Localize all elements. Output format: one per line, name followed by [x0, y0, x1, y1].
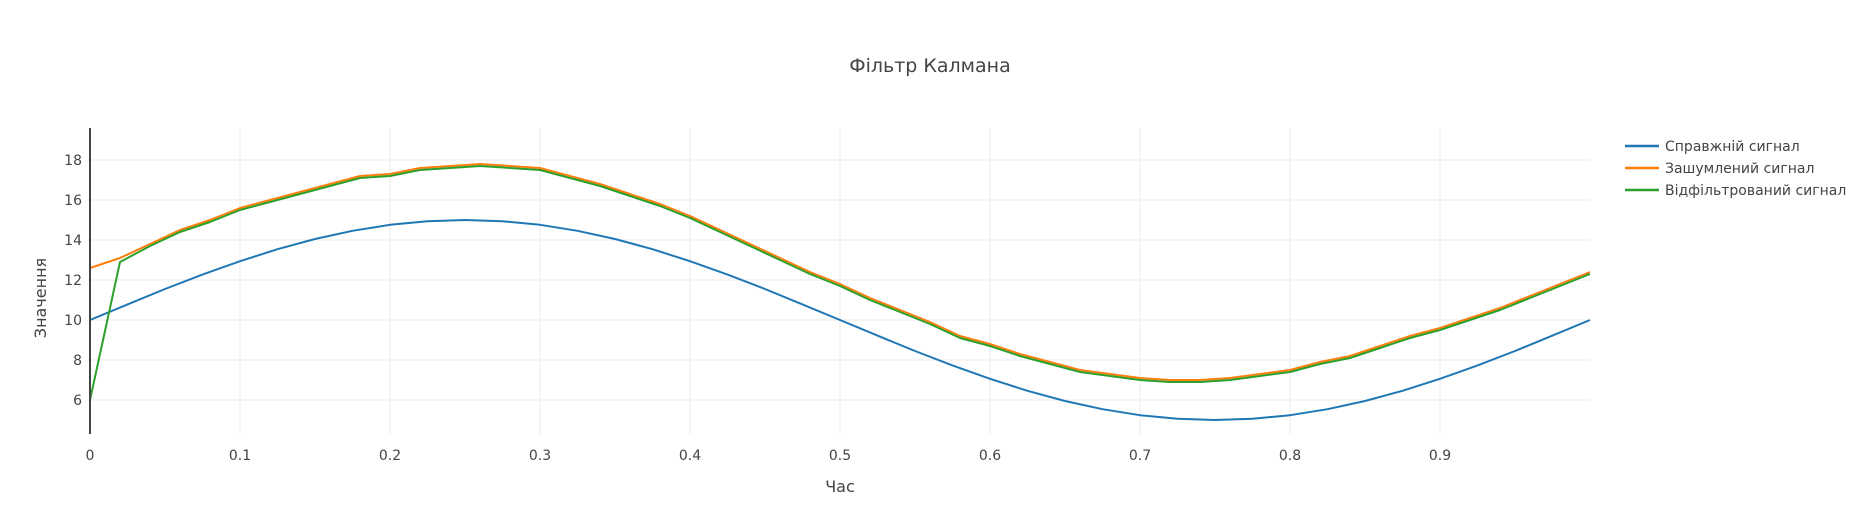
x-tick-label: 0.9: [1429, 448, 1451, 464]
legend-label: Відфільтрований сигнал: [1665, 183, 1846, 199]
y-axis-title: Значення: [31, 258, 50, 338]
y-tick-label: 6: [73, 393, 82, 409]
x-tick-label: 0.5: [829, 448, 851, 464]
y-tick-label: 14: [64, 233, 82, 249]
y-tick-label: 8: [73, 353, 82, 369]
chart-title: Фільтр Калмана: [849, 55, 1010, 77]
series-line-1: [89, 219, 1591, 421]
y-tick-label: 18: [64, 153, 82, 169]
x-tick-label: 0: [86, 448, 95, 464]
x-tick-label: 0.6: [979, 448, 1001, 464]
grid: [89, 128, 1590, 434]
x-axis-title: Час: [825, 477, 855, 496]
legend-label: Зашумлений сигнал: [1665, 161, 1814, 177]
x-tick-label: 0.1: [229, 448, 251, 464]
series-line-3: [89, 165, 1591, 401]
y-tick-label: 10: [64, 313, 82, 329]
x-tick-label: 0.2: [379, 448, 401, 464]
legend: Справжній сигнал Зашумлений сигнал Відфіль…: [1625, 139, 1846, 199]
y-tick-label: 16: [64, 193, 82, 209]
x-tick-label: 0.4: [679, 448, 701, 464]
x-tick-label: 0.7: [1129, 448, 1151, 464]
y-tick-label: 12: [64, 273, 82, 289]
axes: 0 0.1 0.2 0.3 0.4 0.5 0.6 0.7 0.8 0.9 6 8 10 12 14 16 18: [64, 128, 1451, 464]
series-lines: [89, 163, 1591, 421]
x-tick-label: 0.3: [529, 448, 551, 464]
legend-label: Справжній сигнал: [1665, 139, 1800, 155]
x-tick-label: 0.8: [1279, 448, 1301, 464]
series-line-2: [89, 163, 1591, 381]
